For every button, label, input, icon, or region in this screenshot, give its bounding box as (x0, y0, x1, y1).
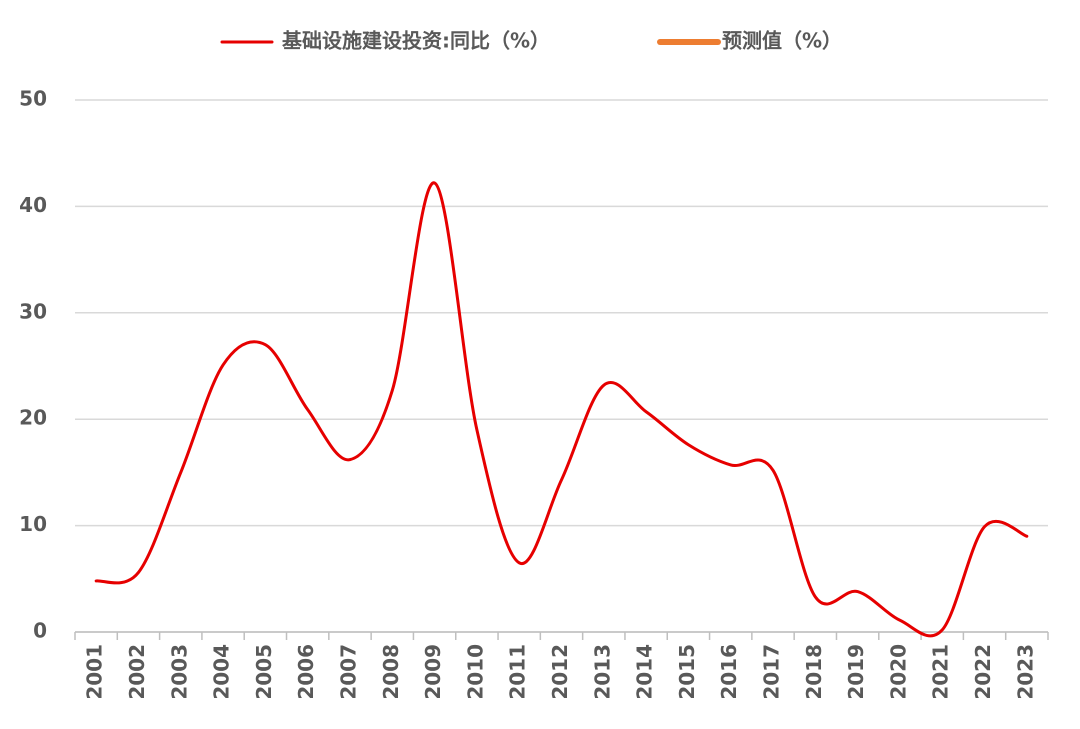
y-tick-label: 10 (19, 512, 47, 536)
legend-label: 基础设施建设投资:同比（%） (282, 29, 550, 53)
legend-label: 预测值（%） (722, 29, 842, 53)
x-tick-label: 2002 (125, 644, 149, 700)
x-tick-label: 2010 (463, 644, 487, 700)
x-tick-label: 2012 (548, 644, 572, 700)
x-tick-label: 2021 (929, 644, 953, 700)
x-tick-label: 2017 (760, 644, 784, 700)
x-tick-label: 2018 (802, 644, 826, 700)
x-tick-label: 2009 (421, 644, 445, 700)
x-tick-label: 2006 (294, 644, 318, 700)
x-tick-label: 2013 (590, 644, 614, 700)
x-tick-label: 2016 (717, 644, 741, 700)
line-series (94, 181, 1029, 638)
y-tick-label: 50 (19, 87, 47, 111)
x-tick-label: 2022 (971, 644, 995, 700)
x-tick-label: 2014 (633, 644, 657, 700)
y-tick-label: 40 (19, 193, 47, 217)
x-tick-label: 2005 (252, 644, 276, 700)
x-tick-label: 2007 (336, 644, 360, 700)
x-tick-label: 2008 (379, 644, 403, 700)
x-tick-label: 2011 (506, 644, 530, 700)
x-tick-label: 2003 (167, 644, 191, 700)
x-tick-label: 2023 (1013, 644, 1037, 700)
x-tick-label: 2019 (844, 644, 868, 700)
x-tick-label: 2020 (886, 644, 910, 700)
y-tick-label: 30 (19, 299, 47, 323)
y-tick-label: 20 (19, 406, 47, 430)
x-tick-label: 2015 (675, 644, 699, 700)
x-tick-label: 2004 (210, 644, 234, 700)
y-tick-label: 0 (33, 619, 47, 643)
x-tick-label: 2001 (83, 644, 107, 700)
